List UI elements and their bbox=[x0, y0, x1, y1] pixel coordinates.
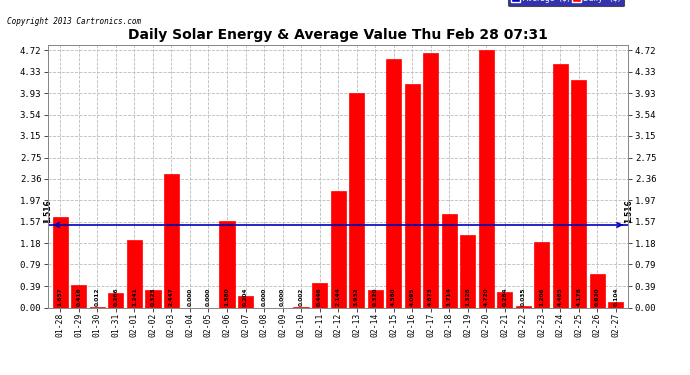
Text: 1.206: 1.206 bbox=[540, 288, 544, 306]
Bar bbox=[52, 217, 68, 308]
Bar bbox=[423, 53, 438, 307]
Bar bbox=[331, 191, 346, 308]
Text: 4.673: 4.673 bbox=[428, 288, 433, 306]
Text: 0.416: 0.416 bbox=[77, 288, 81, 306]
Bar bbox=[219, 222, 235, 308]
Text: 0.320: 0.320 bbox=[373, 288, 377, 306]
Bar bbox=[534, 242, 549, 308]
Text: 1.516: 1.516 bbox=[624, 199, 633, 223]
Text: 2.447: 2.447 bbox=[169, 288, 174, 306]
Text: 0.000: 0.000 bbox=[262, 288, 266, 306]
Text: 2.144: 2.144 bbox=[335, 288, 341, 306]
Text: 0.104: 0.104 bbox=[613, 288, 618, 306]
Text: 0.284: 0.284 bbox=[502, 288, 507, 306]
Text: 4.178: 4.178 bbox=[576, 288, 582, 306]
Bar bbox=[386, 59, 402, 308]
Text: 0.000: 0.000 bbox=[206, 288, 211, 306]
Text: 0.266: 0.266 bbox=[113, 288, 119, 306]
Bar bbox=[553, 64, 568, 308]
Text: 0.012: 0.012 bbox=[95, 288, 100, 306]
Text: 0.620: 0.620 bbox=[595, 288, 600, 306]
Text: 0.323: 0.323 bbox=[150, 288, 155, 306]
Text: 1.328: 1.328 bbox=[465, 288, 470, 306]
Text: 1.580: 1.580 bbox=[224, 288, 230, 306]
Text: 1.241: 1.241 bbox=[132, 288, 137, 306]
Bar bbox=[460, 235, 475, 308]
Bar bbox=[404, 84, 420, 308]
Bar bbox=[90, 307, 105, 308]
Bar bbox=[127, 240, 142, 308]
Title: Daily Solar Energy & Average Value Thu Feb 28 07:31: Daily Solar Energy & Average Value Thu F… bbox=[128, 28, 548, 42]
Bar bbox=[590, 274, 605, 308]
Bar bbox=[349, 93, 364, 308]
Text: 0.000: 0.000 bbox=[188, 288, 193, 306]
Bar bbox=[368, 290, 383, 308]
Text: 4.560: 4.560 bbox=[391, 288, 396, 306]
Text: 4.095: 4.095 bbox=[410, 288, 415, 306]
Bar bbox=[238, 296, 253, 307]
Text: 4.720: 4.720 bbox=[484, 288, 489, 306]
Legend: Average  ($), Daily   ($): Average ($), Daily ($) bbox=[508, 0, 624, 6]
Bar bbox=[312, 283, 327, 308]
Bar bbox=[146, 290, 161, 308]
Text: 3.932: 3.932 bbox=[354, 288, 359, 306]
Bar bbox=[571, 80, 586, 308]
Bar bbox=[71, 285, 86, 308]
Text: Copyright 2013 Cartronics.com: Copyright 2013 Cartronics.com bbox=[7, 17, 141, 26]
Bar bbox=[164, 174, 179, 308]
Text: 0.002: 0.002 bbox=[299, 288, 304, 306]
Bar bbox=[479, 51, 494, 308]
Bar bbox=[442, 214, 457, 308]
Text: 0.446: 0.446 bbox=[317, 288, 322, 306]
Text: 4.465: 4.465 bbox=[558, 288, 563, 306]
Text: 0.035: 0.035 bbox=[521, 288, 526, 306]
Bar bbox=[108, 293, 124, 308]
Bar bbox=[515, 306, 531, 308]
Text: 0.000: 0.000 bbox=[280, 288, 285, 306]
Text: 1.657: 1.657 bbox=[58, 288, 63, 306]
Text: 1.714: 1.714 bbox=[446, 288, 452, 306]
Bar bbox=[497, 292, 513, 308]
Bar bbox=[609, 302, 624, 307]
Text: 0.204: 0.204 bbox=[243, 288, 248, 306]
Text: 1.516: 1.516 bbox=[43, 199, 52, 223]
